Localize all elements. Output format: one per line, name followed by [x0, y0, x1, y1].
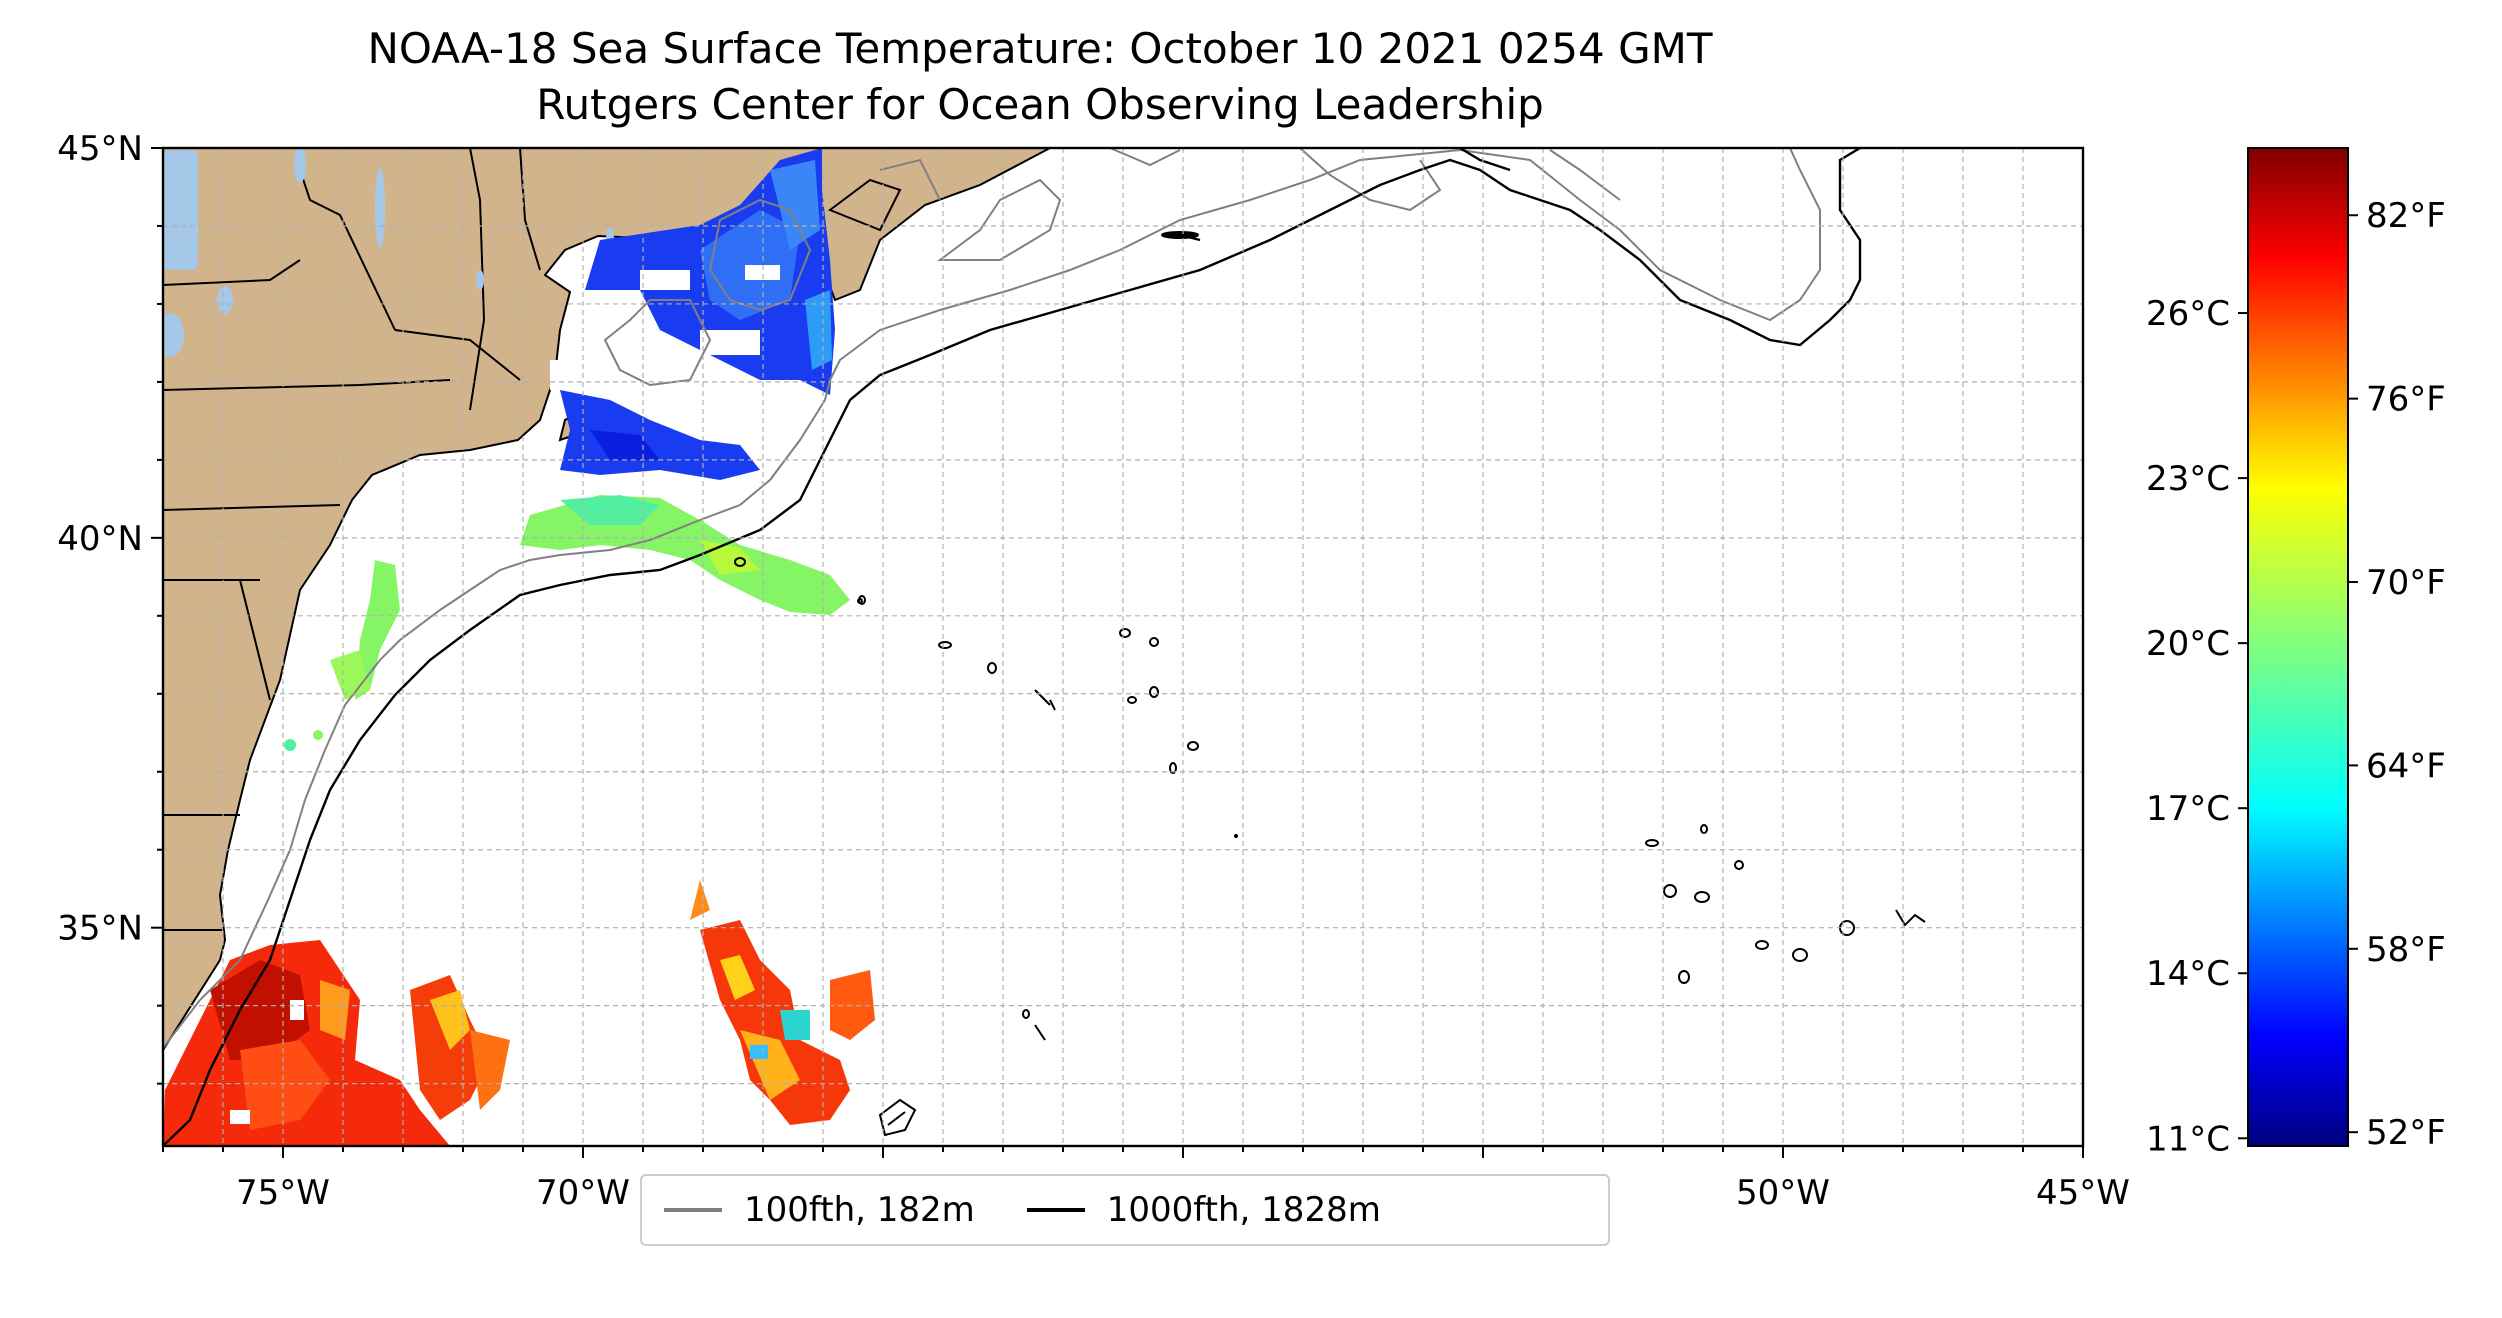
map-title: NOAA-18 Sea Surface Temperature: October… [367, 24, 1713, 73]
colorbar [2247, 147, 2349, 1147]
lat-tick-labels: 35°N 40°N 45°N [57, 129, 143, 949]
cbar-f-label: 70°F [2366, 563, 2446, 603]
cbar-c-label: 23°C [2146, 459, 2230, 499]
legend-label-100fth: 100fth, 182m [744, 1190, 975, 1230]
colorbar-fahrenheit-ticks: 52°F 58°F 64°F 70°F 76°F 82°F [2348, 196, 2446, 1153]
cbar-f-label: 58°F [2366, 930, 2446, 970]
lon-tick-label: 70°W [536, 1173, 630, 1213]
colorbar-celsius-ticks: 11°C 14°C 17°C 20°C 23°C 26°C [2146, 294, 2248, 1159]
cbar-f-label: 52°F [2366, 1113, 2446, 1153]
map-subtitle: Rutgers Center for Ocean Observing Leade… [536, 80, 1544, 129]
cbar-c-label: 26°C [2146, 294, 2230, 334]
cbar-c-label: 11°C [2146, 1119, 2230, 1159]
legend-item-100fth: 100fth, 182m [664, 1190, 975, 1230]
cbar-c-label: 14°C [2146, 954, 2230, 994]
isobath-100fth [163, 148, 1821, 1049]
lon-tick-label: 45°W [2036, 1173, 2130, 1213]
lat-tick-label: 40°N [57, 519, 143, 559]
lakes [163, 148, 614, 357]
legend-label-1000fth: 1000fth, 1828m [1106, 1190, 1381, 1230]
cbar-f-label: 76°F [2366, 380, 2446, 420]
land-north-america [163, 148, 1051, 1052]
cbar-f-label: 82°F [2366, 196, 2446, 236]
cbar-c-label: 20°C [2146, 624, 2230, 664]
legend: 100fth, 182m 1000fth, 1828m [640, 1174, 1610, 1246]
legend-swatch-black [1026, 1208, 1085, 1212]
lon-tick-label: 75°W [236, 1173, 330, 1213]
grid-lines [163, 148, 2083, 1146]
legend-swatch-gray [664, 1208, 722, 1212]
sst-gulf-stream [163, 880, 875, 1146]
sst-shelf-break [284, 495, 850, 751]
lon-tick-label: 50°W [1736, 1173, 1830, 1213]
axis-ticks [151, 147, 2084, 1158]
lat-tick-label: 45°N [57, 129, 143, 169]
legend-item-1000fth: 1000fth, 1828m [1026, 1190, 1381, 1230]
cbar-f-label: 64°F [2366, 746, 2446, 786]
cbar-c-label: 17°C [2146, 789, 2230, 829]
lat-tick-label: 35°N [57, 909, 143, 949]
seamounts [734, 231, 1926, 1137]
